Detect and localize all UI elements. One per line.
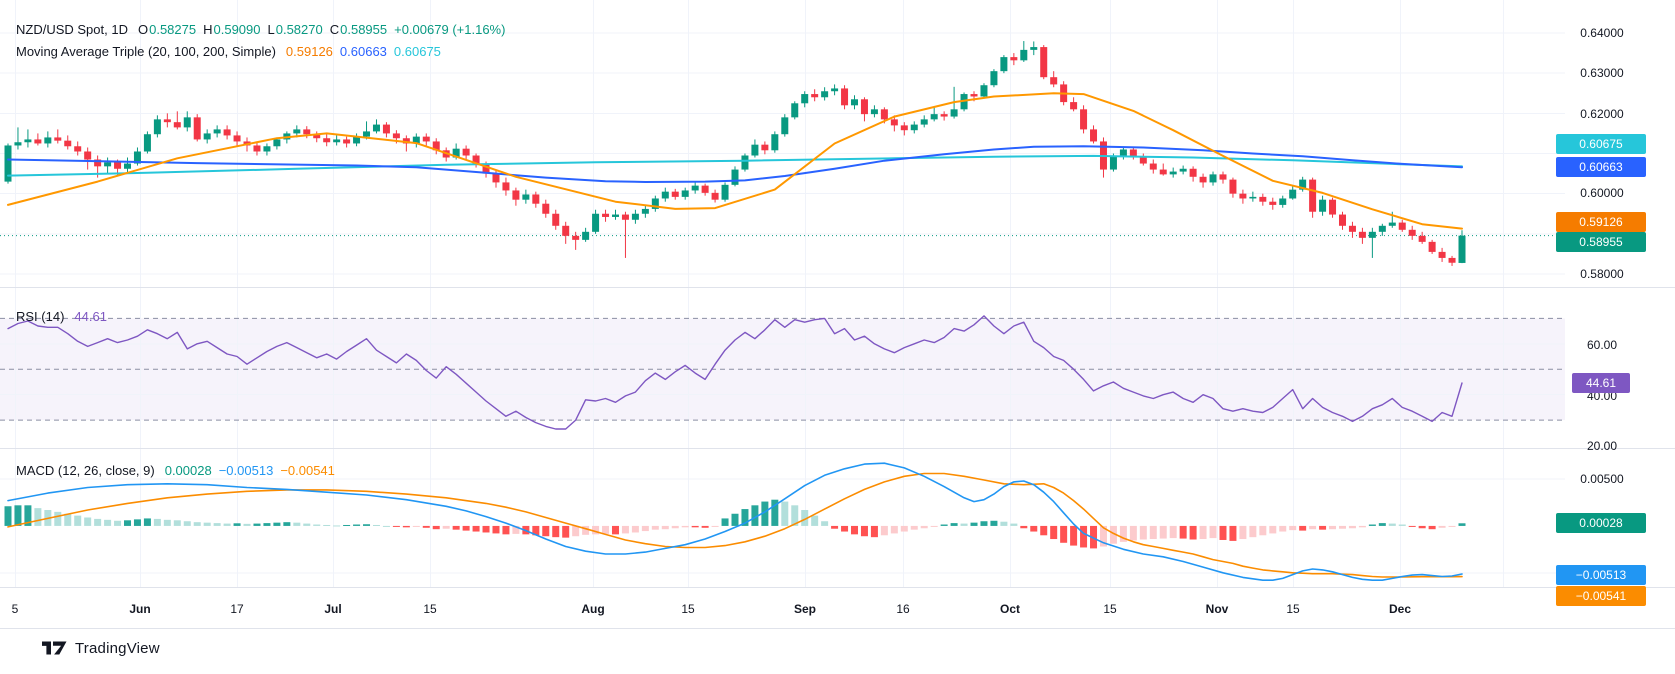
price-axis-label: 0.63000 — [1580, 66, 1624, 80]
price-axis-badge: 0.58955 — [1556, 232, 1646, 252]
price-axis-label: 0.64000 — [1580, 26, 1624, 40]
ma-triple-title: Moving Average Triple (20, 100, 200, Sim… — [16, 44, 276, 59]
time-axis-label: Jun — [129, 602, 151, 616]
symbol-legend[interactable]: NZD/USD Spot, 1D O0.58275 H0.59090 L0.58270… — [16, 22, 512, 37]
time-axis-label: 15 — [681, 602, 695, 616]
time-axis-label: Nov — [1205, 602, 1229, 616]
tradingview-logo[interactable]: TradingView — [42, 640, 160, 657]
rsi-axis-label: 20.00 — [1586, 439, 1618, 453]
ma20-value: 0.59126 — [285, 44, 333, 59]
rsi-value-badge: 44.61 — [1572, 373, 1630, 393]
change-value: +0.00679 (+1.16%) — [394, 22, 506, 37]
macd-value-badge: −0.00541 — [1556, 586, 1646, 606]
high-value: 0.59090 — [213, 22, 261, 37]
rsi-legend[interactable]: RSI (14) 44.61 — [16, 309, 114, 324]
macd-line-value: −0.00513 — [218, 463, 274, 478]
rsi-title: RSI (14) — [16, 309, 65, 324]
symbol-title: NZD/USD Spot, 1D — [16, 22, 128, 37]
time-axis-label: 15 — [1286, 602, 1300, 616]
rsi-value: 44.61 — [74, 309, 107, 324]
price-axis-badge: 0.59126 — [1556, 212, 1646, 232]
low-label: L — [267, 22, 275, 37]
open-label: O — [137, 22, 149, 37]
price-axis-scale[interactable] — [1556, 0, 1675, 589]
time-axis-label: Jul — [324, 602, 342, 616]
price-axis-label: 0.62000 — [1580, 107, 1624, 121]
time-axis-label: 15 — [423, 602, 437, 616]
time-axis-label: 15 — [1103, 602, 1117, 616]
price-axis-label: 0.58000 — [1580, 267, 1624, 281]
price-axis-badge: 0.60675 — [1556, 134, 1646, 154]
ma100-value: 0.60663 — [339, 44, 387, 59]
macd-value-badge: 0.00028 — [1556, 513, 1646, 533]
rsi-axis-label: 60.00 — [1586, 338, 1618, 352]
time-axis-label: 17 — [230, 602, 244, 616]
close-label: C — [329, 22, 340, 37]
macd-axis-label: 0.00500 — [1580, 472, 1624, 486]
low-value: 0.58270 — [275, 22, 323, 37]
ma-triple-legend[interactable]: Moving Average Triple (20, 100, 200, Sim… — [16, 44, 448, 59]
tradingview-logo-text: TradingView — [75, 640, 160, 657]
time-axis-label: Oct — [999, 602, 1021, 616]
close-value: 0.58955 — [340, 22, 388, 37]
time-axis-label: Sep — [793, 602, 817, 616]
macd-hist-value: 0.00028 — [164, 463, 212, 478]
macd-title: MACD (12, 26, close, 9) — [16, 463, 155, 478]
time-axis-scale[interactable]: 5 Jun 17 Jul 15 Aug 15 Sep 16 Oct 15 Nov 15 Dec — [0, 589, 1675, 628]
tradingview-logo-icon — [42, 641, 67, 655]
time-axis-label: Dec — [1388, 602, 1412, 616]
time-axis-label: 16 — [896, 602, 910, 616]
macd-signal-value: −0.00541 — [280, 463, 335, 478]
price-axis-label: 0.60000 — [1580, 186, 1624, 200]
ma200-value: 0.60675 — [393, 44, 441, 59]
time-axis-label: Aug — [581, 602, 605, 616]
open-value: 0.58275 — [149, 22, 197, 37]
macd-value-badge: −0.00513 — [1556, 565, 1646, 585]
high-label: H — [203, 22, 213, 37]
price-axis-badge: 0.60663 — [1556, 157, 1646, 177]
macd-legend[interactable]: MACD (12, 26, close, 9) 0.00028 −0.00513 −0… — [16, 463, 342, 478]
time-axis-label: 5 — [11, 602, 19, 616]
